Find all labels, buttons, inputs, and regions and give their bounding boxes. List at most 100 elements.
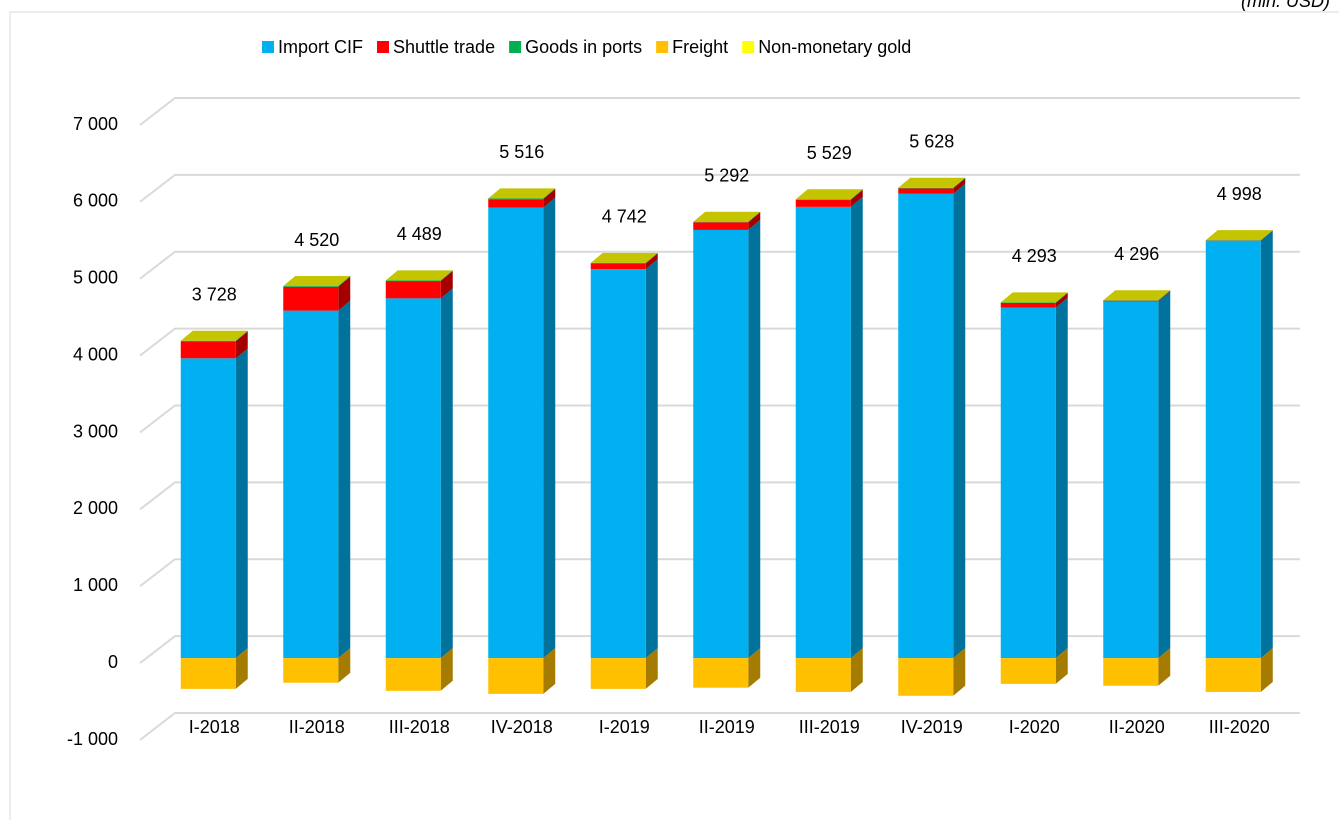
bar-front — [795, 199, 851, 207]
unit-label: (mln. USD) — [1241, 0, 1330, 11]
bar-side — [543, 197, 556, 659]
x-tick-label: I-2020 — [1009, 717, 1060, 737]
bar-side — [645, 259, 658, 659]
bar-side — [953, 648, 966, 696]
bar-front — [795, 199, 851, 200]
total-label: 4 520 — [294, 230, 339, 250]
bar-segment — [795, 189, 863, 200]
bar-segment — [795, 648, 863, 692]
total-label: 4 998 — [1217, 184, 1262, 204]
total-label: 5 292 — [704, 165, 749, 185]
bar-segment — [180, 648, 248, 689]
bar-front — [1000, 658, 1056, 684]
bar-segment — [1205, 230, 1273, 659]
bar-side — [850, 648, 863, 692]
bar-side — [748, 211, 761, 223]
bar-top — [795, 189, 863, 200]
bar-front — [590, 658, 646, 689]
bar-side — [953, 183, 966, 659]
chart-frame — [9, 11, 1339, 820]
bar-front — [488, 207, 544, 659]
bar-front — [898, 658, 954, 696]
bar-front — [1000, 302, 1056, 308]
bar-top — [488, 188, 556, 199]
bar-side — [235, 348, 248, 659]
bar-side — [748, 219, 761, 659]
bar-front — [1103, 300, 1159, 302]
bar-front — [1103, 658, 1159, 686]
bar-segment — [898, 648, 966, 696]
x-tick-label: IV-2019 — [901, 717, 963, 737]
bar-segment — [180, 348, 248, 659]
legend-swatch — [656, 41, 669, 53]
bar-front — [385, 298, 441, 659]
bar-front — [590, 262, 646, 264]
total-label: 5 628 — [909, 132, 954, 152]
bar-segment — [693, 219, 761, 659]
bar-side — [1260, 648, 1273, 692]
bar-front — [693, 229, 749, 659]
bar-front — [1000, 302, 1056, 303]
total-label: 4 293 — [1012, 246, 1057, 266]
x-tick-label: II-2018 — [289, 717, 345, 737]
legend-label: Import CIF — [278, 37, 363, 57]
bar-segment — [1000, 297, 1068, 659]
bar-top — [693, 211, 761, 222]
grid-line — [139, 712, 1300, 741]
bar-top — [180, 330, 248, 341]
bar-segment — [590, 253, 658, 270]
y-tick-label: 3 000 — [73, 421, 118, 441]
bar-segment — [1103, 648, 1171, 686]
bar-side — [850, 196, 863, 659]
bar-front — [693, 221, 749, 223]
bar-front — [590, 269, 646, 659]
bar-side — [953, 177, 966, 189]
total-label: 4 296 — [1114, 244, 1159, 264]
y-tick-label: -1 000 — [67, 729, 118, 749]
bar-segment — [488, 188, 556, 200]
bar-side — [440, 270, 453, 282]
bar-segment — [693, 211, 761, 223]
bar-front — [1000, 307, 1056, 659]
total-label: 4 489 — [397, 224, 442, 244]
bar-front — [795, 658, 851, 692]
bar-side — [1055, 297, 1068, 659]
x-tick-label: III-2020 — [1209, 717, 1270, 737]
bar-top — [283, 276, 351, 287]
bar-front — [283, 286, 339, 311]
legend-label: Goods in ports — [525, 37, 642, 57]
bar-top — [898, 177, 966, 188]
y-tick-label: 7 000 — [73, 114, 118, 134]
bar-segment — [283, 648, 351, 683]
x-tick-label: II-2020 — [1109, 717, 1165, 737]
bar-segment — [180, 331, 248, 359]
bar-segment — [1103, 290, 1171, 301]
bar-top — [385, 270, 453, 281]
bar-side — [543, 648, 556, 694]
grid-line — [139, 173, 1300, 203]
y-tick-label: 0 — [108, 652, 118, 672]
bar-side — [1260, 230, 1273, 241]
bar-segment — [795, 189, 863, 207]
bar-side — [748, 648, 761, 688]
x-tick-label: III-2018 — [389, 717, 450, 737]
bar-segment — [385, 271, 453, 299]
x-tick-label: III-2019 — [799, 717, 860, 737]
y-tick-label: 4 000 — [73, 344, 118, 364]
bar-segment — [1205, 230, 1273, 241]
bar-front — [1205, 240, 1261, 659]
bar-segment — [283, 276, 351, 287]
total-label: 5 529 — [807, 143, 852, 163]
bar-segment — [385, 648, 453, 691]
bar-segment — [693, 212, 761, 230]
bar-side — [1158, 291, 1171, 659]
bar-side — [1055, 648, 1068, 684]
bar-segment — [1000, 292, 1068, 303]
bar-side — [338, 276, 351, 287]
bar-front — [180, 358, 236, 659]
bar-side — [543, 188, 556, 200]
bar-front — [283, 658, 339, 683]
bar-front — [1103, 301, 1159, 659]
y-tick-label: 5 000 — [73, 268, 118, 288]
